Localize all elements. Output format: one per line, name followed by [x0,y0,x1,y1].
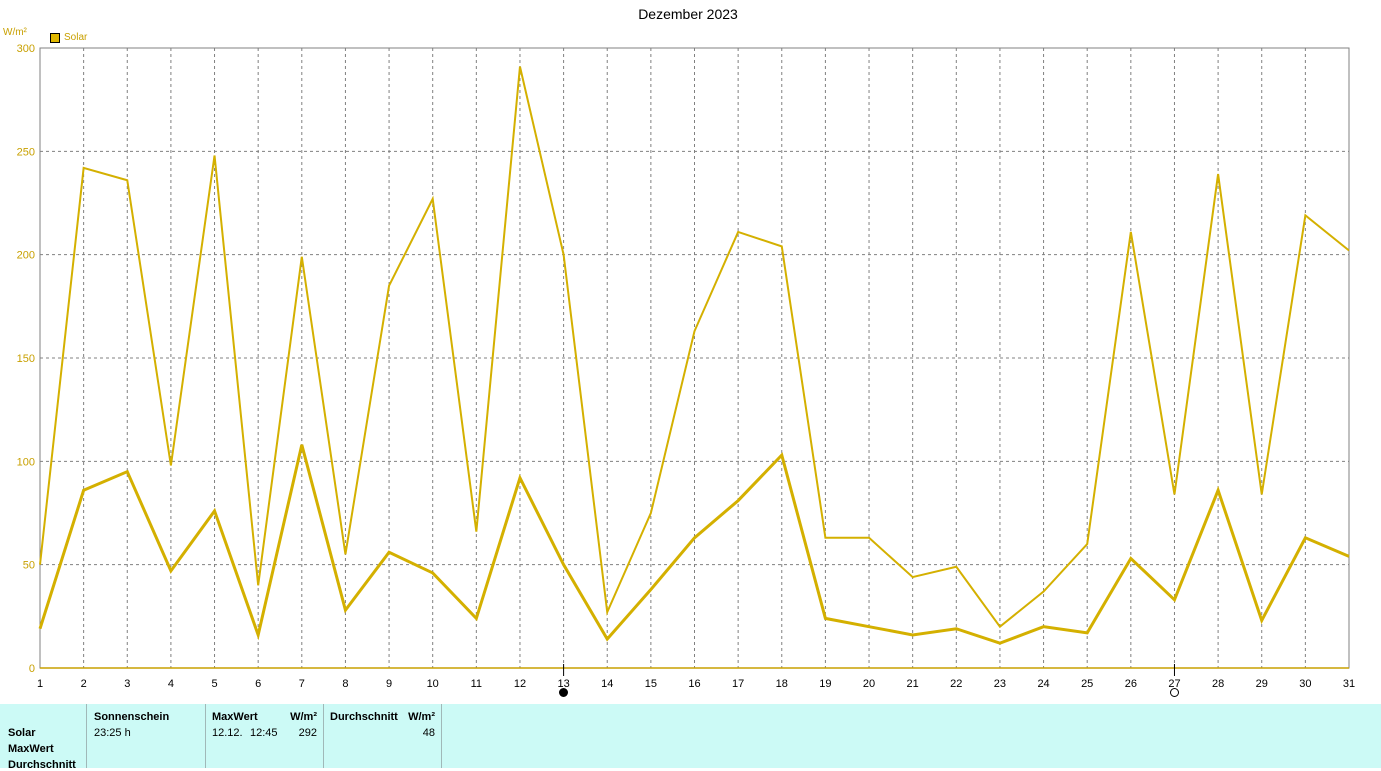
x-tick-label: 29 [1256,678,1268,690]
x-tick-label: 7 [299,678,305,690]
x-tick-label: 30 [1299,678,1311,690]
y-tick-label: 50 [23,560,35,572]
stats-row-labels: Solar MaxWert Durchschnitt [0,704,87,771]
x-tick-label: 11 [471,678,482,690]
x-tick-label: 20 [863,678,875,690]
x-tick-label: 17 [732,678,744,690]
stats-col-sonnenschein: Sonnenschein 23:25 h [87,704,206,768]
maxwert-time: 12:45 [250,727,278,739]
legend: Solar [50,32,87,43]
durchschnitt-unit: W/m² [408,711,435,723]
sonnenschein-value: 23:25 h [94,727,131,739]
x-tick-label: 24 [1037,678,1049,690]
row-label-solar: Solar [8,727,36,739]
legend-swatch [50,32,60,43]
x-tick-label: 16 [688,678,700,690]
x-tick-label: 2 [81,678,87,690]
legend-label-solar: Solar [64,32,88,43]
y-tick-label: 250 [17,146,35,158]
x-tick-label: 3 [124,678,130,690]
y-tick-label: 300 [17,43,35,55]
y-axis-unit: W/m² [3,27,27,38]
row-label-durchschnitt: Durchschnitt [8,759,76,771]
stats-col-durchschnitt: Durchschnitt W/m² 48 [324,704,442,768]
series-line-avg [38,444,1350,645]
x-tick-label: 4 [168,678,174,690]
maxwert-unit: W/m² [290,711,317,723]
durchschnitt-value: 48 [422,727,435,739]
x-tick-label: 5 [211,678,217,690]
y-tick-label: 150 [17,353,35,365]
x-tick-label: 25 [1081,678,1093,690]
x-tick-label: 28 [1212,678,1224,690]
chart-title: Dezember 2023 [638,6,738,22]
x-tick-label: 26 [1125,678,1137,690]
x-tick-label: 13 [557,678,569,690]
x-tick-label: 1 [37,678,43,690]
stats-panel: Solar MaxWert Durchschnitt Sonnenschein … [0,704,1381,771]
maxwert-value: 292 [298,727,317,739]
row-label-maxwert: MaxWert [8,743,54,755]
maxwert-date: 12.12. [212,727,243,739]
maxwert-header: MaxWert [212,711,258,723]
x-tick-label: 21 [907,678,919,690]
y-tick-label: 100 [17,456,35,468]
x-tick-label: 31 [1343,678,1355,690]
y-tick-label: 200 [17,250,35,262]
x-tick-label: 10 [427,678,439,690]
full-moon-icon [1169,688,1179,697]
x-tick-label: 8 [342,678,348,690]
x-tick-label: 6 [255,678,261,690]
x-tick-label: 19 [819,678,831,690]
x-tick-label: 14 [601,678,613,690]
x-tick-label: 9 [386,678,392,690]
new-moon-icon [559,688,569,697]
x-tick-label: 22 [950,678,962,690]
y-tick-label: 0 [29,663,35,675]
x-tick-label: 23 [994,678,1006,690]
stats-col-maxwert: MaxWert W/m² 12.12. 12:45 292 [206,704,324,768]
x-tick-label: 27 [1168,678,1180,690]
x-tick-label: 18 [776,678,788,690]
durchschnitt-header: Durchschnitt [330,711,398,723]
x-tick-label: 12 [514,678,526,690]
sonnenschein-header: Sonnenschein [94,711,170,723]
x-tick-label: 15 [645,678,657,690]
series-line-max [39,66,1350,629]
